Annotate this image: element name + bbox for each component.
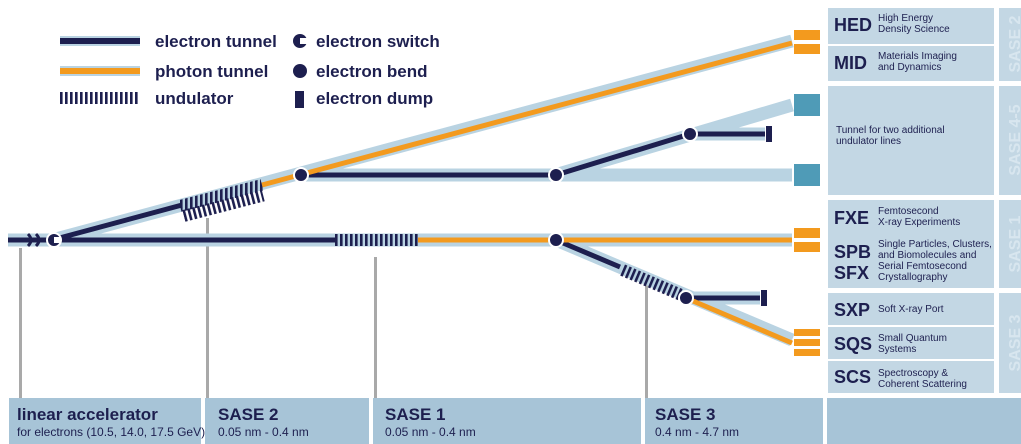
tunnel-desc2: undulator lines [836, 136, 901, 147]
inst-fxe-code: FXE [834, 208, 869, 228]
tunnel-end-markers [794, 30, 820, 356]
undulators [178, 179, 688, 303]
inst-spb-code: SPB [834, 242, 871, 262]
inst-sfx-desc2: Crystallography [878, 272, 947, 283]
inst-sxp-desc1: Soft X-ray Port [878, 304, 944, 315]
bottom-sase1-sub: 0.05 nm - 0.4 nm [385, 425, 476, 439]
electron-tunnels [8, 131, 765, 301]
side-label-sase3: SASE 3 [1007, 314, 1021, 371]
legend-dump-icon [295, 91, 304, 108]
bottom-sase3-title: SASE 3 [655, 405, 715, 424]
electron-bends [293, 126, 698, 306]
tunnel-desc1: Tunnel for two additional [836, 125, 945, 136]
side-label-sase45: SASE 4-5 [1007, 104, 1021, 175]
inst-mid-desc2: and Dynamics [878, 62, 941, 73]
undulator-sase3 [618, 263, 688, 303]
legend-electron-tunnel: electron tunnel [155, 32, 277, 51]
legend-electron-bend: electron bend [316, 62, 427, 81]
inst-hed-desc1: High Energy [878, 13, 933, 24]
electron-switch [26, 232, 62, 248]
legend-bend-icon [293, 64, 307, 78]
inst-scs-code: SCS [834, 367, 871, 387]
bottom-sase2-title: SASE 2 [218, 405, 278, 424]
inst-spb-desc1: Single Particles, Clusters, [878, 239, 992, 250]
inst-sqs-desc1: Small Quantum [878, 333, 947, 344]
legend-electron-dump: electron dump [316, 89, 433, 108]
bottom-linac-sub: for electrons (10.5, 14.0, 17.5 GeV) [17, 425, 205, 439]
inst-spb-desc2: and Biomolecules and [878, 250, 976, 261]
inst-mid-code: MID [834, 53, 867, 73]
legend-photon-tunnel-swatch [60, 68, 140, 74]
inst-fxe-desc1: Femtosecond [878, 206, 939, 217]
legend-electron-tunnel-swatch [60, 38, 140, 44]
inst-fxe-desc2: X-ray Experiments [878, 217, 960, 228]
bottom-sase2-sub: 0.05 nm - 0.4 nm [218, 425, 309, 439]
bottom-linac-title: linear accelerator [17, 405, 158, 424]
panel-sase3 [828, 293, 994, 393]
undulator-sase1 [335, 234, 418, 246]
bottom-bar: linear accelerator for electrons (10.5, … [9, 398, 1021, 444]
bottom-sase3-sub: 0.4 nm - 4.7 nm [655, 425, 739, 439]
legend-undulator: undulator [155, 89, 234, 108]
inst-sfx-code: SFX [834, 263, 869, 283]
inst-hed-desc2: Density Science [878, 24, 950, 35]
side-label-sase1: SASE 1 [1007, 215, 1021, 272]
inst-mid-desc1: Materials Imaging [878, 51, 957, 62]
inst-scs-desc2: Coherent Scattering [878, 379, 967, 390]
panel-sase1 [828, 200, 994, 288]
inst-sxp-code: SXP [834, 300, 870, 320]
side-label-sase2: SASE 2 [1007, 15, 1021, 72]
photon-tunnels [261, 40, 793, 346]
inst-scs-desc1: Spectroscopy & [878, 368, 948, 379]
inst-hed-code: HED [834, 15, 872, 35]
vertical-posts [19, 218, 648, 398]
instrument-panels: SASE 2 SASE 4-5 SASE 1 SASE 3 HED High E… [828, 8, 1021, 393]
legend-electron-switch: electron switch [316, 32, 440, 51]
legend-undulator-swatch [60, 92, 138, 104]
inst-sqs-code: SQS [834, 334, 872, 354]
legend: electron tunnel photon tunnel undulator … [60, 32, 440, 108]
panel-sase45 [828, 86, 994, 195]
legend-photon-tunnel: photon tunnel [155, 62, 268, 81]
undulator-sase2 [182, 189, 265, 222]
electron-dumps [761, 126, 772, 306]
inst-sqs-desc2: Systems [878, 344, 916, 355]
inst-sfx-desc1: Serial Femtosecond [878, 261, 967, 272]
bottom-sase1-title: SASE 1 [385, 405, 445, 424]
